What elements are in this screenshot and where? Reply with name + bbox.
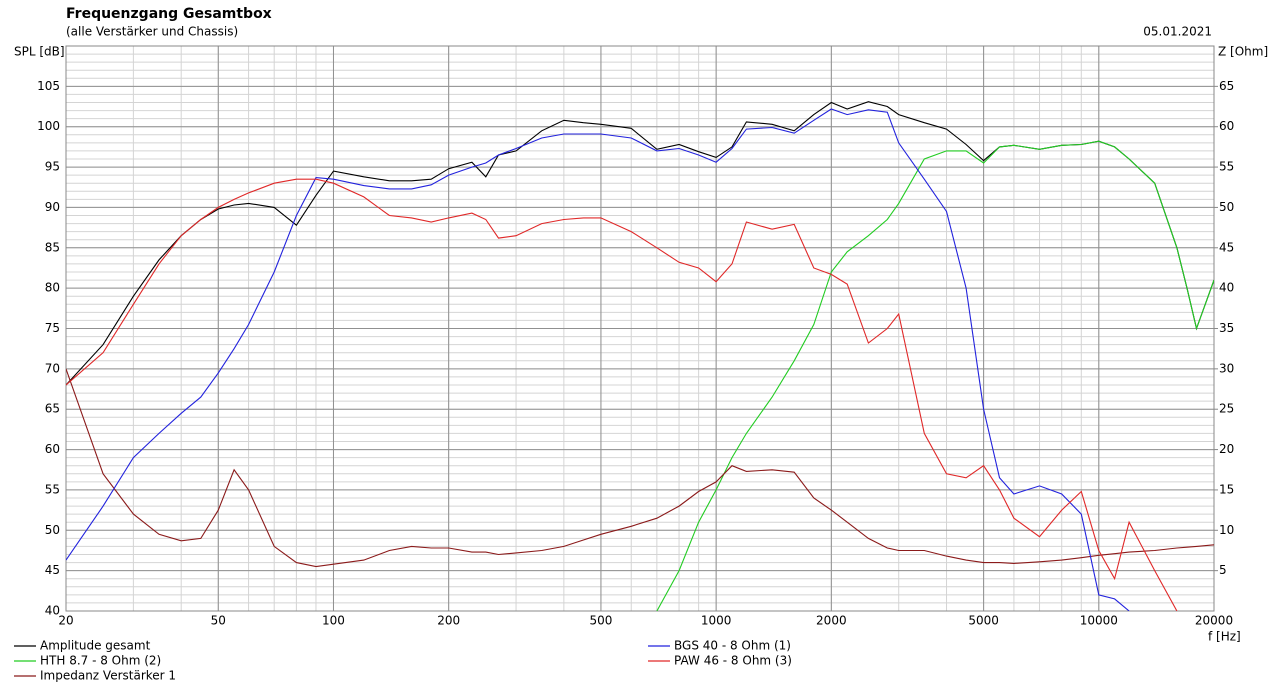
y-tick-label: 95 [45, 160, 60, 174]
y2-tick-label: 45 [1219, 240, 1234, 254]
y2-axis-label: Z [Ohm] [1218, 45, 1268, 59]
chart-title: Frequenzgang Gesamtbox [66, 6, 272, 22]
legend-label: Impedanz Verstärker 1 [40, 669, 176, 683]
y-tick-label: 85 [45, 240, 60, 254]
series-line [66, 178, 1178, 611]
y-tick-label: 45 [45, 563, 60, 577]
x-tick-label: 500 [589, 614, 612, 628]
legend-label: BGS 40 - 8 Ohm (1) [674, 639, 791, 653]
x-tick-label: 1000 [701, 614, 732, 628]
y-tick-label: 90 [45, 200, 60, 214]
x-tick-label: 10000 [1080, 614, 1118, 628]
x-tick-label: 200 [437, 614, 460, 628]
y2-tick-label: 50 [1219, 200, 1234, 214]
x-tick-label: 20000 [1195, 614, 1233, 628]
y-tick-label: 60 [45, 442, 60, 456]
x-tick-label: 100 [322, 614, 345, 628]
y2-tick-label: 10 [1219, 523, 1234, 537]
y-axis-label: SPL [dB] [14, 45, 65, 59]
y-tick-label: 70 [45, 361, 60, 375]
y2-tick-label: 65 [1219, 79, 1234, 93]
grid [65, 46, 1215, 612]
chart-subtitle: (alle Verstärker und Chassis) [66, 25, 238, 39]
x-tick-label: 20 [58, 614, 73, 628]
y2-tick-label: 35 [1219, 321, 1234, 335]
y-tick-label: 65 [45, 402, 60, 416]
y-tick-label: 55 [45, 482, 60, 496]
series-line [656, 140, 1214, 611]
legend-label: PAW 46 - 8 Ohm (3) [674, 654, 792, 668]
y2-tick-label: 5 [1219, 563, 1227, 577]
y-tick-label: 75 [45, 321, 60, 335]
x-tick-label: 2000 [816, 614, 847, 628]
y-tick-label: 100 [37, 119, 60, 133]
x-tick-label: 50 [211, 614, 226, 628]
x-tick-label: 5000 [968, 614, 999, 628]
y2-tick-label: 20 [1219, 442, 1234, 456]
y2-tick-label: 25 [1219, 402, 1234, 416]
y-tick-label: 50 [45, 523, 60, 537]
y2-tick-label: 55 [1219, 160, 1234, 174]
series-line [66, 108, 1130, 611]
y2-tick-label: 60 [1219, 119, 1234, 133]
y-tick-label: 105 [37, 79, 60, 93]
chart-date: 05.01.2021 [1143, 25, 1212, 39]
x-axis-label: f [Hz] [1208, 630, 1241, 644]
series-line [66, 368, 1214, 568]
y-tick-label: 80 [45, 281, 60, 295]
y-tick-label: 40 [45, 604, 60, 618]
y2-tick-label: 40 [1219, 281, 1234, 295]
legend-label: HTH 8.7 - 8 Ohm (2) [40, 654, 161, 668]
y2-tick-label: 30 [1219, 361, 1234, 375]
y2-tick-label: 15 [1219, 482, 1234, 496]
legend-label: Amplitude gesamt [40, 639, 151, 653]
